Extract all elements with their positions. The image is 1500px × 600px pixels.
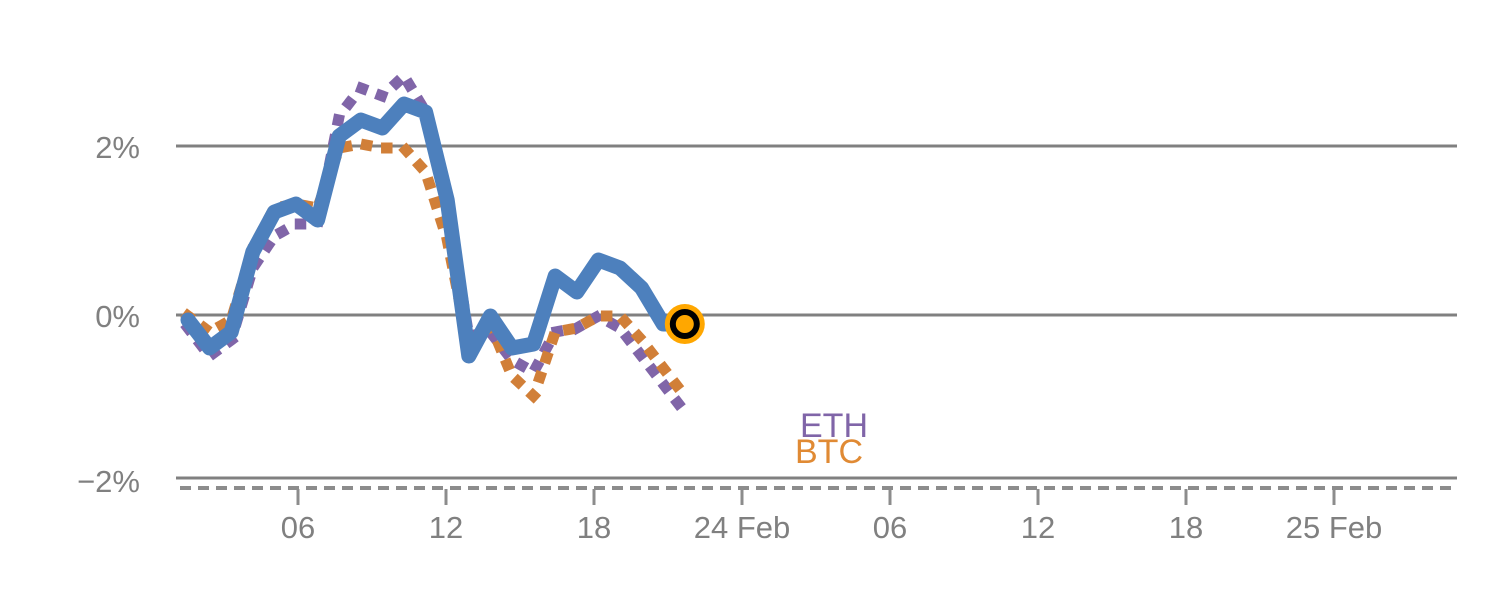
x-tick-label: 12: [1021, 510, 1055, 545]
x-tick-label: 18: [577, 510, 611, 545]
series-line-portfolio[interactable]: [180, 96, 693, 364]
series-group: [180, 67, 693, 420]
x-tick-label: 06: [873, 510, 907, 545]
y-axis-labels: 2% 0% −2%: [77, 130, 140, 499]
y-tick-label: 0%: [95, 299, 140, 334]
x-axis-tickmarks: [296, 489, 1336, 505]
y-tick-label: 2%: [95, 130, 140, 165]
x-tick-label: 24 Feb: [694, 510, 791, 545]
series-label-eth: ETH: [800, 407, 868, 445]
x-tick-label: 12: [429, 510, 463, 545]
series-label-btc: BTC: [795, 433, 863, 471]
y-tick-label: −2%: [77, 464, 140, 499]
x-tick-label: 18: [1169, 510, 1203, 545]
x-tick-label: 25 Feb: [1286, 510, 1383, 545]
x-axis-labels: 06 12 18 24 Feb 06 12 18 25 Feb: [281, 510, 1383, 545]
x-tick-label: 06: [281, 510, 315, 545]
marker-inner-dot: [675, 315, 694, 333]
last-value-marker[interactable]: [664, 304, 705, 344]
